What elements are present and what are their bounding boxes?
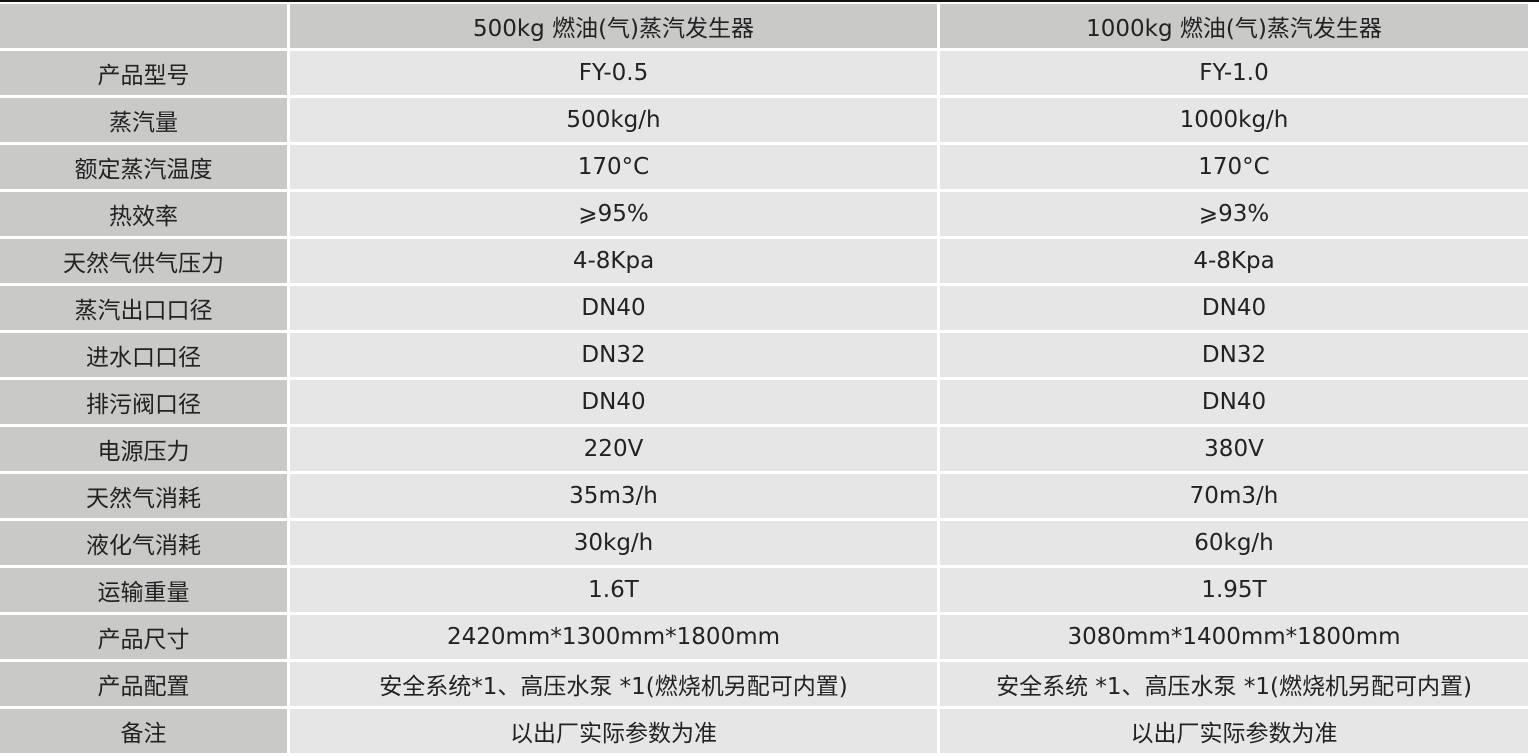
table-row: 额定蒸汽温度 170°C 170°C [0, 145, 1528, 189]
header-cell-empty [0, 4, 287, 48]
value-500kg: 安全系统*1、高压水泵 *1(燃烧机另配可内置) [290, 662, 937, 706]
row-label: 产品配置 [0, 662, 287, 706]
value-500kg: 35m3/h [290, 474, 937, 518]
value-500kg: DN40 [290, 380, 937, 424]
table-row: 热效率 ⩾95% ⩾93% [0, 192, 1528, 236]
value-500kg: 220V [290, 427, 937, 471]
table-row: 进水口口径 DN32 DN32 [0, 333, 1528, 377]
value-1000kg: FY-1.0 [940, 51, 1528, 95]
value-500kg: 30kg/h [290, 521, 937, 565]
value-1000kg: 70m3/h [940, 474, 1528, 518]
row-label: 蒸汽出口口径 [0, 286, 287, 330]
value-1000kg: DN32 [940, 333, 1528, 377]
value-500kg: 500kg/h [290, 98, 937, 142]
top-border [0, 0, 1539, 2]
value-1000kg: 3080mm*1400mm*1800mm [940, 615, 1528, 659]
table-row: 产品配置 安全系统*1、高压水泵 *1(燃烧机另配可内置) 安全系统 *1、高压水泵… [0, 662, 1528, 706]
row-label: 天然气消耗 [0, 474, 287, 518]
table-row: 产品尺寸 2420mm*1300mm*1800mm 3080mm*1400mm*18… [0, 615, 1528, 659]
value-1000kg: DN40 [940, 286, 1528, 330]
value-500kg: 以出厂实际参数为准 [290, 709, 937, 753]
row-label: 产品尺寸 [0, 615, 287, 659]
value-500kg: DN32 [290, 333, 937, 377]
row-label: 产品型号 [0, 51, 287, 95]
row-label: 排污阀口径 [0, 380, 287, 424]
value-1000kg: 1000kg/h [940, 98, 1528, 142]
table-row: 备注 以出厂实际参数为准 以出厂实际参数为准 [0, 709, 1528, 753]
row-label: 运输重量 [0, 568, 287, 612]
row-label: 热效率 [0, 192, 287, 236]
row-label: 蒸汽量 [0, 98, 287, 142]
value-500kg: 4-8Kpa [290, 239, 937, 283]
header-row: 500kg 燃油(气)蒸汽发生器 1000kg 燃油(气)蒸汽发生器 [0, 4, 1528, 48]
value-500kg: ⩾95% [290, 192, 937, 236]
table-row: 天然气消耗 35m3/h 70m3/h [0, 474, 1528, 518]
value-1000kg: 以出厂实际参数为准 [940, 709, 1528, 753]
table-row: 运输重量 1.6T 1.95T [0, 568, 1528, 612]
value-500kg: 170°C [290, 145, 937, 189]
row-label: 进水口口径 [0, 333, 287, 377]
value-500kg: 2420mm*1300mm*1800mm [290, 615, 937, 659]
row-label: 额定蒸汽温度 [0, 145, 287, 189]
value-1000kg: DN40 [940, 380, 1528, 424]
header-cell-500kg: 500kg 燃油(气)蒸汽发生器 [290, 4, 937, 48]
header-cell-1000kg: 1000kg 燃油(气)蒸汽发生器 [940, 4, 1528, 48]
value-1000kg: 4-8Kpa [940, 239, 1528, 283]
value-1000kg: 380V [940, 427, 1528, 471]
table-row: 蒸汽量 500kg/h 1000kg/h [0, 98, 1528, 142]
value-1000kg: 1.95T [940, 568, 1528, 612]
value-1000kg: 170°C [940, 145, 1528, 189]
value-1000kg: 60kg/h [940, 521, 1528, 565]
table-row: 天然气供气压力 4-8Kpa 4-8Kpa [0, 239, 1528, 283]
table-row: 电源压力 220V 380V [0, 427, 1528, 471]
table-row: 液化气消耗 30kg/h 60kg/h [0, 521, 1528, 565]
row-label: 电源压力 [0, 427, 287, 471]
value-500kg: 1.6T [290, 568, 937, 612]
row-label: 备注 [0, 709, 287, 753]
table-row: 产品型号 FY-0.5 FY-1.0 [0, 51, 1528, 95]
value-500kg: DN40 [290, 286, 937, 330]
row-label: 天然气供气压力 [0, 239, 287, 283]
value-1000kg: 安全系统 *1、高压水泵 *1(燃烧机另配可内置) [940, 662, 1528, 706]
table-row: 排污阀口径 DN40 DN40 [0, 380, 1528, 424]
value-500kg: FY-0.5 [290, 51, 937, 95]
row-label: 液化气消耗 [0, 521, 287, 565]
value-1000kg: ⩾93% [940, 192, 1528, 236]
table-row: 蒸汽出口口径 DN40 DN40 [0, 286, 1528, 330]
